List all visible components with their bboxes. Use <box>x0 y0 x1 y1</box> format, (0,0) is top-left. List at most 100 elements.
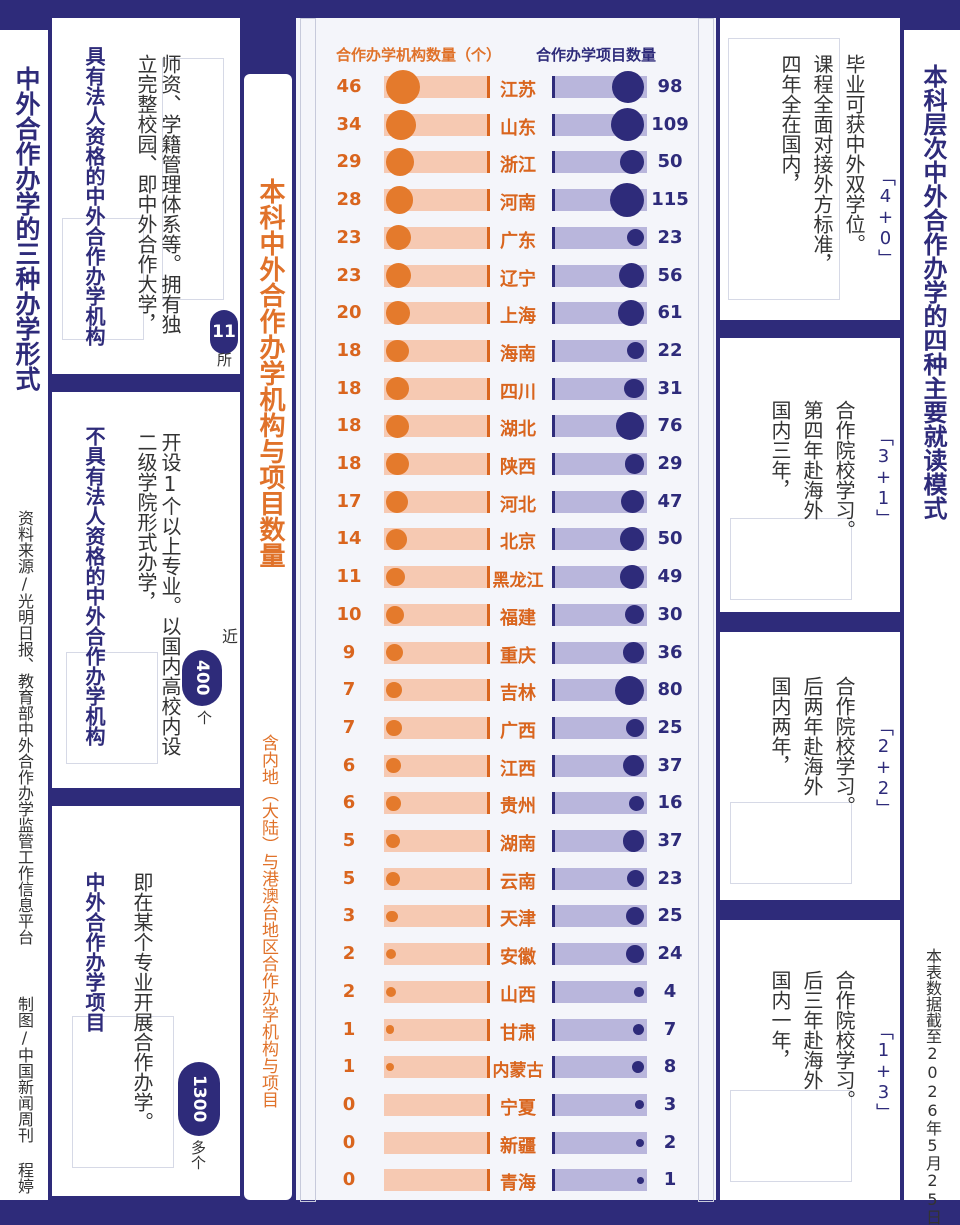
institution-bar <box>384 1093 490 1116</box>
institution-bar <box>384 792 490 815</box>
institution-dot <box>386 871 400 886</box>
project-dot <box>628 795 644 811</box>
institution-count-label: 6 <box>342 792 356 814</box>
project-dot <box>626 229 644 247</box>
form-2-count: 400 <box>192 660 212 696</box>
project-dot <box>615 412 644 441</box>
chart-row: 0 青海 1 <box>318 1165 688 1195</box>
chart-row: 10 福建 30 <box>318 600 688 630</box>
institution-dot <box>386 186 414 214</box>
form-3-desc: 即在某个专业开展合作办学。 <box>130 872 154 1132</box>
project-bar <box>552 453 647 475</box>
institution-dot <box>386 758 401 773</box>
chart-row: 29 浙江 50 <box>318 147 688 177</box>
form-3-suffix: 多个 <box>189 1140 207 1170</box>
mode-3-desc-0: 合作院校学习。 <box>832 676 856 816</box>
form-2-suffix: 个 <box>195 710 213 725</box>
province-label: 安徽 <box>500 947 536 969</box>
province-label: 北京 <box>500 532 536 554</box>
institution-dot <box>386 1062 395 1072</box>
chart-row: 18 四川 31 <box>318 374 688 404</box>
project-dot <box>636 1138 644 1147</box>
project-count-label: 23 <box>657 867 683 889</box>
project-bar <box>552 339 647 362</box>
project-dot <box>626 869 644 888</box>
institution-count-label: 10 <box>336 603 362 625</box>
project-dot <box>637 1176 644 1184</box>
institution-count-label: 29 <box>336 151 362 173</box>
project-dot <box>623 642 644 663</box>
province-label: 广西 <box>500 720 536 742</box>
institution-bar <box>384 754 490 777</box>
project-bar <box>552 1093 647 1116</box>
left-header: 合作办学机构数量（个） <box>336 46 502 64</box>
project-dot <box>610 183 644 218</box>
mode-2-label: 「3+1」 <box>873 428 894 527</box>
project-count-label: 16 <box>657 792 683 814</box>
institution-dot <box>386 109 416 140</box>
institution-bar <box>384 453 490 475</box>
institution-count-label: 18 <box>336 453 362 474</box>
province-label: 浙江 <box>500 155 536 177</box>
institution-count-label: 3 <box>342 905 356 927</box>
institution-bar <box>384 226 490 249</box>
project-count-label: 23 <box>657 226 683 248</box>
project-dot <box>635 1100 644 1110</box>
province-label: 云南 <box>500 871 536 893</box>
project-count-label: 47 <box>657 490 683 512</box>
institution-bar <box>384 1018 490 1041</box>
institution-count-label: 18 <box>336 377 362 399</box>
mode-2-desc-2: 国内三年， <box>768 400 792 500</box>
project-dot <box>620 527 644 552</box>
province-label: 海南 <box>500 343 536 365</box>
project-bar <box>552 943 647 966</box>
institution-count-label: 0 <box>342 1169 356 1191</box>
project-dot <box>612 71 644 103</box>
institution-bar <box>384 528 490 551</box>
mode-4-label: 「1+3」 <box>873 1022 894 1121</box>
institution-bar <box>384 603 490 626</box>
mode-panel-2-2: 合作院校学习。 后两年赴海外 国内两年， 「2+2」 <box>720 632 900 900</box>
institution-bar <box>384 1169 490 1192</box>
institution-count-label: 17 <box>336 490 362 512</box>
institution-dot <box>386 948 397 960</box>
institution-bar <box>384 905 490 928</box>
form-3-count: 1300 <box>189 1075 209 1123</box>
project-dot <box>626 907 644 926</box>
form-3-title: 中外合作办学项目 <box>82 872 106 1032</box>
chart-row: 7 吉林 80 <box>318 675 688 705</box>
province-label: 湖北 <box>500 419 536 441</box>
institution-dot <box>386 490 409 513</box>
form-1-count: 11 <box>212 322 236 342</box>
source-text: 资料来源/光明日报、教育部中外合作办学监管工作信息平台 <box>15 510 34 945</box>
institution-count-label: 1 <box>342 1056 356 1078</box>
institution-dot <box>386 377 409 400</box>
chart-panel: 合作办学机构数量（个） 合作办学项目数量 46 江苏 98 34 山东 109 29 浙江 50… <box>296 18 716 1202</box>
institution-count-label: 7 <box>342 679 356 701</box>
form-2-count-badge: 400 <box>182 650 222 706</box>
chart-row: 2 山西 4 <box>318 977 688 1007</box>
institution-count-label: 18 <box>336 415 362 437</box>
project-dot <box>618 300 644 327</box>
institution-dot <box>386 414 409 438</box>
project-dot <box>626 718 644 737</box>
project-count-label: 1 <box>663 1169 677 1191</box>
institution-dot <box>386 682 402 699</box>
institution-dot <box>386 148 414 177</box>
project-count-label: 8 <box>663 1056 677 1078</box>
project-bar <box>552 226 647 249</box>
institution-dot <box>386 986 397 997</box>
project-bar <box>552 603 647 626</box>
center-subtitle: 含内地（大陆）与港澳台地区合作办学机构与项目 <box>258 734 278 1108</box>
chart-row: 23 辽宁 56 <box>318 261 688 291</box>
project-count-label: 50 <box>657 151 683 173</box>
chart-row: 6 江西 37 <box>318 751 688 781</box>
form-panel-2: 不具有法人资格的中外合作办学机构 开设1个以上专业。以国内高校内设二级学院形式办… <box>52 392 240 788</box>
mode-3-desc-1: 后两年赴海外 <box>800 676 824 796</box>
left-main-title: 中外合作办学的三种办学形式 <box>12 66 41 391</box>
mode-panel-1-3: 合作院校学习。 后三年赴海外 国内一年， 「1+3」 <box>720 920 900 1200</box>
project-dot <box>624 454 644 474</box>
institution-count-label: 20 <box>336 302 362 324</box>
project-count-label: 50 <box>657 528 683 550</box>
project-count-label: 37 <box>657 830 683 851</box>
